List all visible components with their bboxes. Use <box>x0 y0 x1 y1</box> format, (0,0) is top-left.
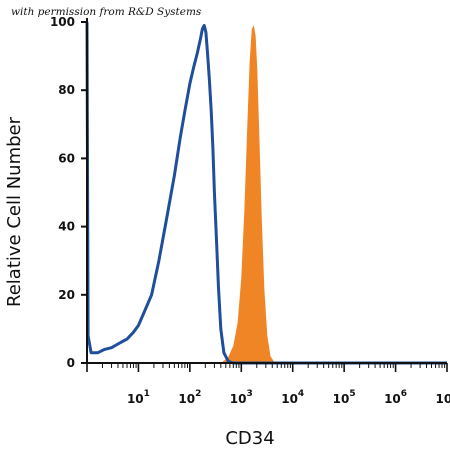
series-fill-1 <box>87 25 447 364</box>
axes-layer <box>86 18 447 364</box>
series-layer <box>85 21 447 365</box>
y-tick-label: 80 <box>58 83 75 97</box>
x-tick-label: 102 <box>178 389 201 406</box>
y-axis-label: Relative Cell Number <box>4 116 25 307</box>
x-tick-label: 107 <box>436 389 450 406</box>
permission-caption: with permission from R&D Systems <box>11 6 202 18</box>
series-line-0 <box>85 21 447 365</box>
x-tick-label: 103 <box>230 389 253 406</box>
x-tick-label: 101 <box>127 389 150 406</box>
x-tick-label: 106 <box>384 389 407 406</box>
y-tick-label: 60 <box>58 151 75 165</box>
y-tick-label: 40 <box>58 220 75 234</box>
y-tick-label: 0 <box>67 356 75 370</box>
x-axis-label: CD34 <box>225 428 274 449</box>
ticks-layer: 0 20 40 60 80 100 101 102 103 104 105 106 107 <box>50 15 450 406</box>
x-tick-label: 105 <box>333 389 356 406</box>
x-tick-label: 104 <box>281 389 304 406</box>
y-tick-label: 20 <box>58 288 75 302</box>
y-tick-label: 100 <box>50 15 75 29</box>
